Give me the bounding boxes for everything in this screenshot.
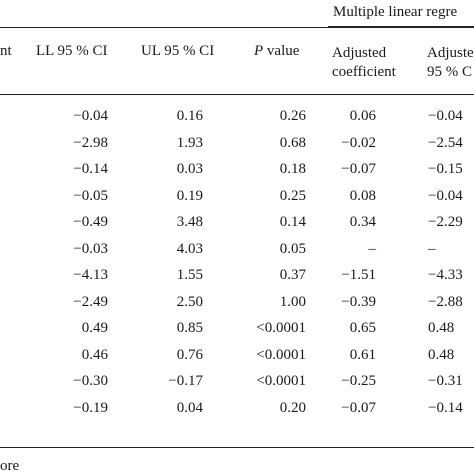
cell-adj95: 0.48 <box>428 320 455 336</box>
cell-ll: −2.49 <box>73 294 108 310</box>
cell-p: 0.26 <box>279 108 306 124</box>
cell-adj95: −2.88 <box>428 294 463 310</box>
cell-adj95: −0.31 <box>428 373 463 389</box>
table-footnote: ore <box>0 458 20 474</box>
cell-adj: 0.61 <box>349 347 376 363</box>
cell-ul: 0.03 <box>176 161 203 177</box>
cell-p: 1.00 <box>279 294 306 310</box>
cell-adj95: – <box>428 241 436 257</box>
cell-p: 0.37 <box>279 267 306 283</box>
cell-adj: −0.25 <box>341 373 376 389</box>
cell-adj: −1.51 <box>341 267 376 283</box>
cell-adj: −0.02 <box>341 135 376 151</box>
top-rule <box>0 27 474 28</box>
cell-ll: −0.30 <box>73 373 108 389</box>
cell-p: 0.14 <box>279 214 306 230</box>
cell-adj: 0.06 <box>349 108 376 124</box>
header-adjusted-95-ci: Adjuste 95 % C <box>427 45 474 80</box>
cell-ul: 4.03 <box>176 241 203 257</box>
header-value-label: value <box>263 43 300 59</box>
cell-p: 0.05 <box>279 241 306 257</box>
cell-ll: −0.05 <box>73 188 108 204</box>
cell-p: <0.0001 <box>256 347 306 363</box>
cell-p: <0.0001 <box>256 320 306 336</box>
cell-ul: 1.93 <box>176 135 203 151</box>
cell-ul: 0.85 <box>176 320 203 336</box>
header-p-value: P value <box>254 44 299 59</box>
cell-ll: −0.19 <box>73 400 108 416</box>
cell-adj95: −2.29 <box>428 214 463 230</box>
cell-ll: −0.04 <box>73 108 108 124</box>
cell-ul: 0.16 <box>176 108 203 124</box>
cell-ll: −0.03 <box>73 241 108 257</box>
cell-ul: 0.76 <box>176 347 203 363</box>
cell-p: 0.68 <box>279 135 306 151</box>
cell-adj: 0.08 <box>349 188 376 204</box>
cell-adj95: −0.04 <box>428 188 463 204</box>
cell-adj: – <box>368 241 377 257</box>
cell-ll: −2.98 <box>73 135 108 151</box>
cell-ul: 2.50 <box>176 294 203 310</box>
cell-p: 0.20 <box>279 400 306 416</box>
cell-adj95: −0.14 <box>428 400 463 416</box>
header-lower-limit-ci: LL 95 % CI <box>36 43 108 59</box>
cell-adj95: −0.04 <box>428 108 463 124</box>
cell-ll: −4.13 <box>73 267 108 283</box>
header-p-symbol: P <box>254 43 264 59</box>
cell-ul: 0.19 <box>176 188 203 204</box>
cell-adj: −0.07 <box>341 400 376 416</box>
cell-adj95: −0.15 <box>428 161 463 177</box>
group-header-multiple-linear-regression: Multiple linear regre <box>333 4 458 20</box>
cell-adj: −0.39 <box>341 294 376 310</box>
cell-adj: 0.34 <box>349 214 376 230</box>
cell-ll: 0.49 <box>81 320 108 336</box>
bottom-rule <box>0 447 474 448</box>
cell-p: <0.0001 <box>256 373 306 389</box>
cell-adj95: 0.48 <box>428 347 455 363</box>
cell-ul: 3.48 <box>176 214 203 230</box>
cell-ul: 1.55 <box>176 267 203 283</box>
cell-adj95: −2.54 <box>428 135 463 151</box>
header-adjusted-coefficient: Adjusted coefficient <box>332 45 396 80</box>
cell-ll: −0.14 <box>73 161 108 177</box>
cell-ul: −0.17 <box>168 373 203 389</box>
header-bottom-rule <box>0 94 474 95</box>
cell-adj: −0.07 <box>341 161 376 177</box>
cell-ll: −0.49 <box>73 214 108 230</box>
cell-adj: 0.65 <box>349 320 376 336</box>
cell-p: 0.18 <box>279 161 306 177</box>
group-header-rule <box>328 26 474 27</box>
cell-adj95: −4.33 <box>428 267 463 283</box>
cell-ul: 0.04 <box>176 400 203 416</box>
header-upper-limit-ci: UL 95 % CI <box>141 43 215 59</box>
cell-ll: 0.46 <box>81 347 108 363</box>
cell-p: 0.25 <box>279 188 306 204</box>
header-first-column-fragment: nt <box>0 43 12 59</box>
